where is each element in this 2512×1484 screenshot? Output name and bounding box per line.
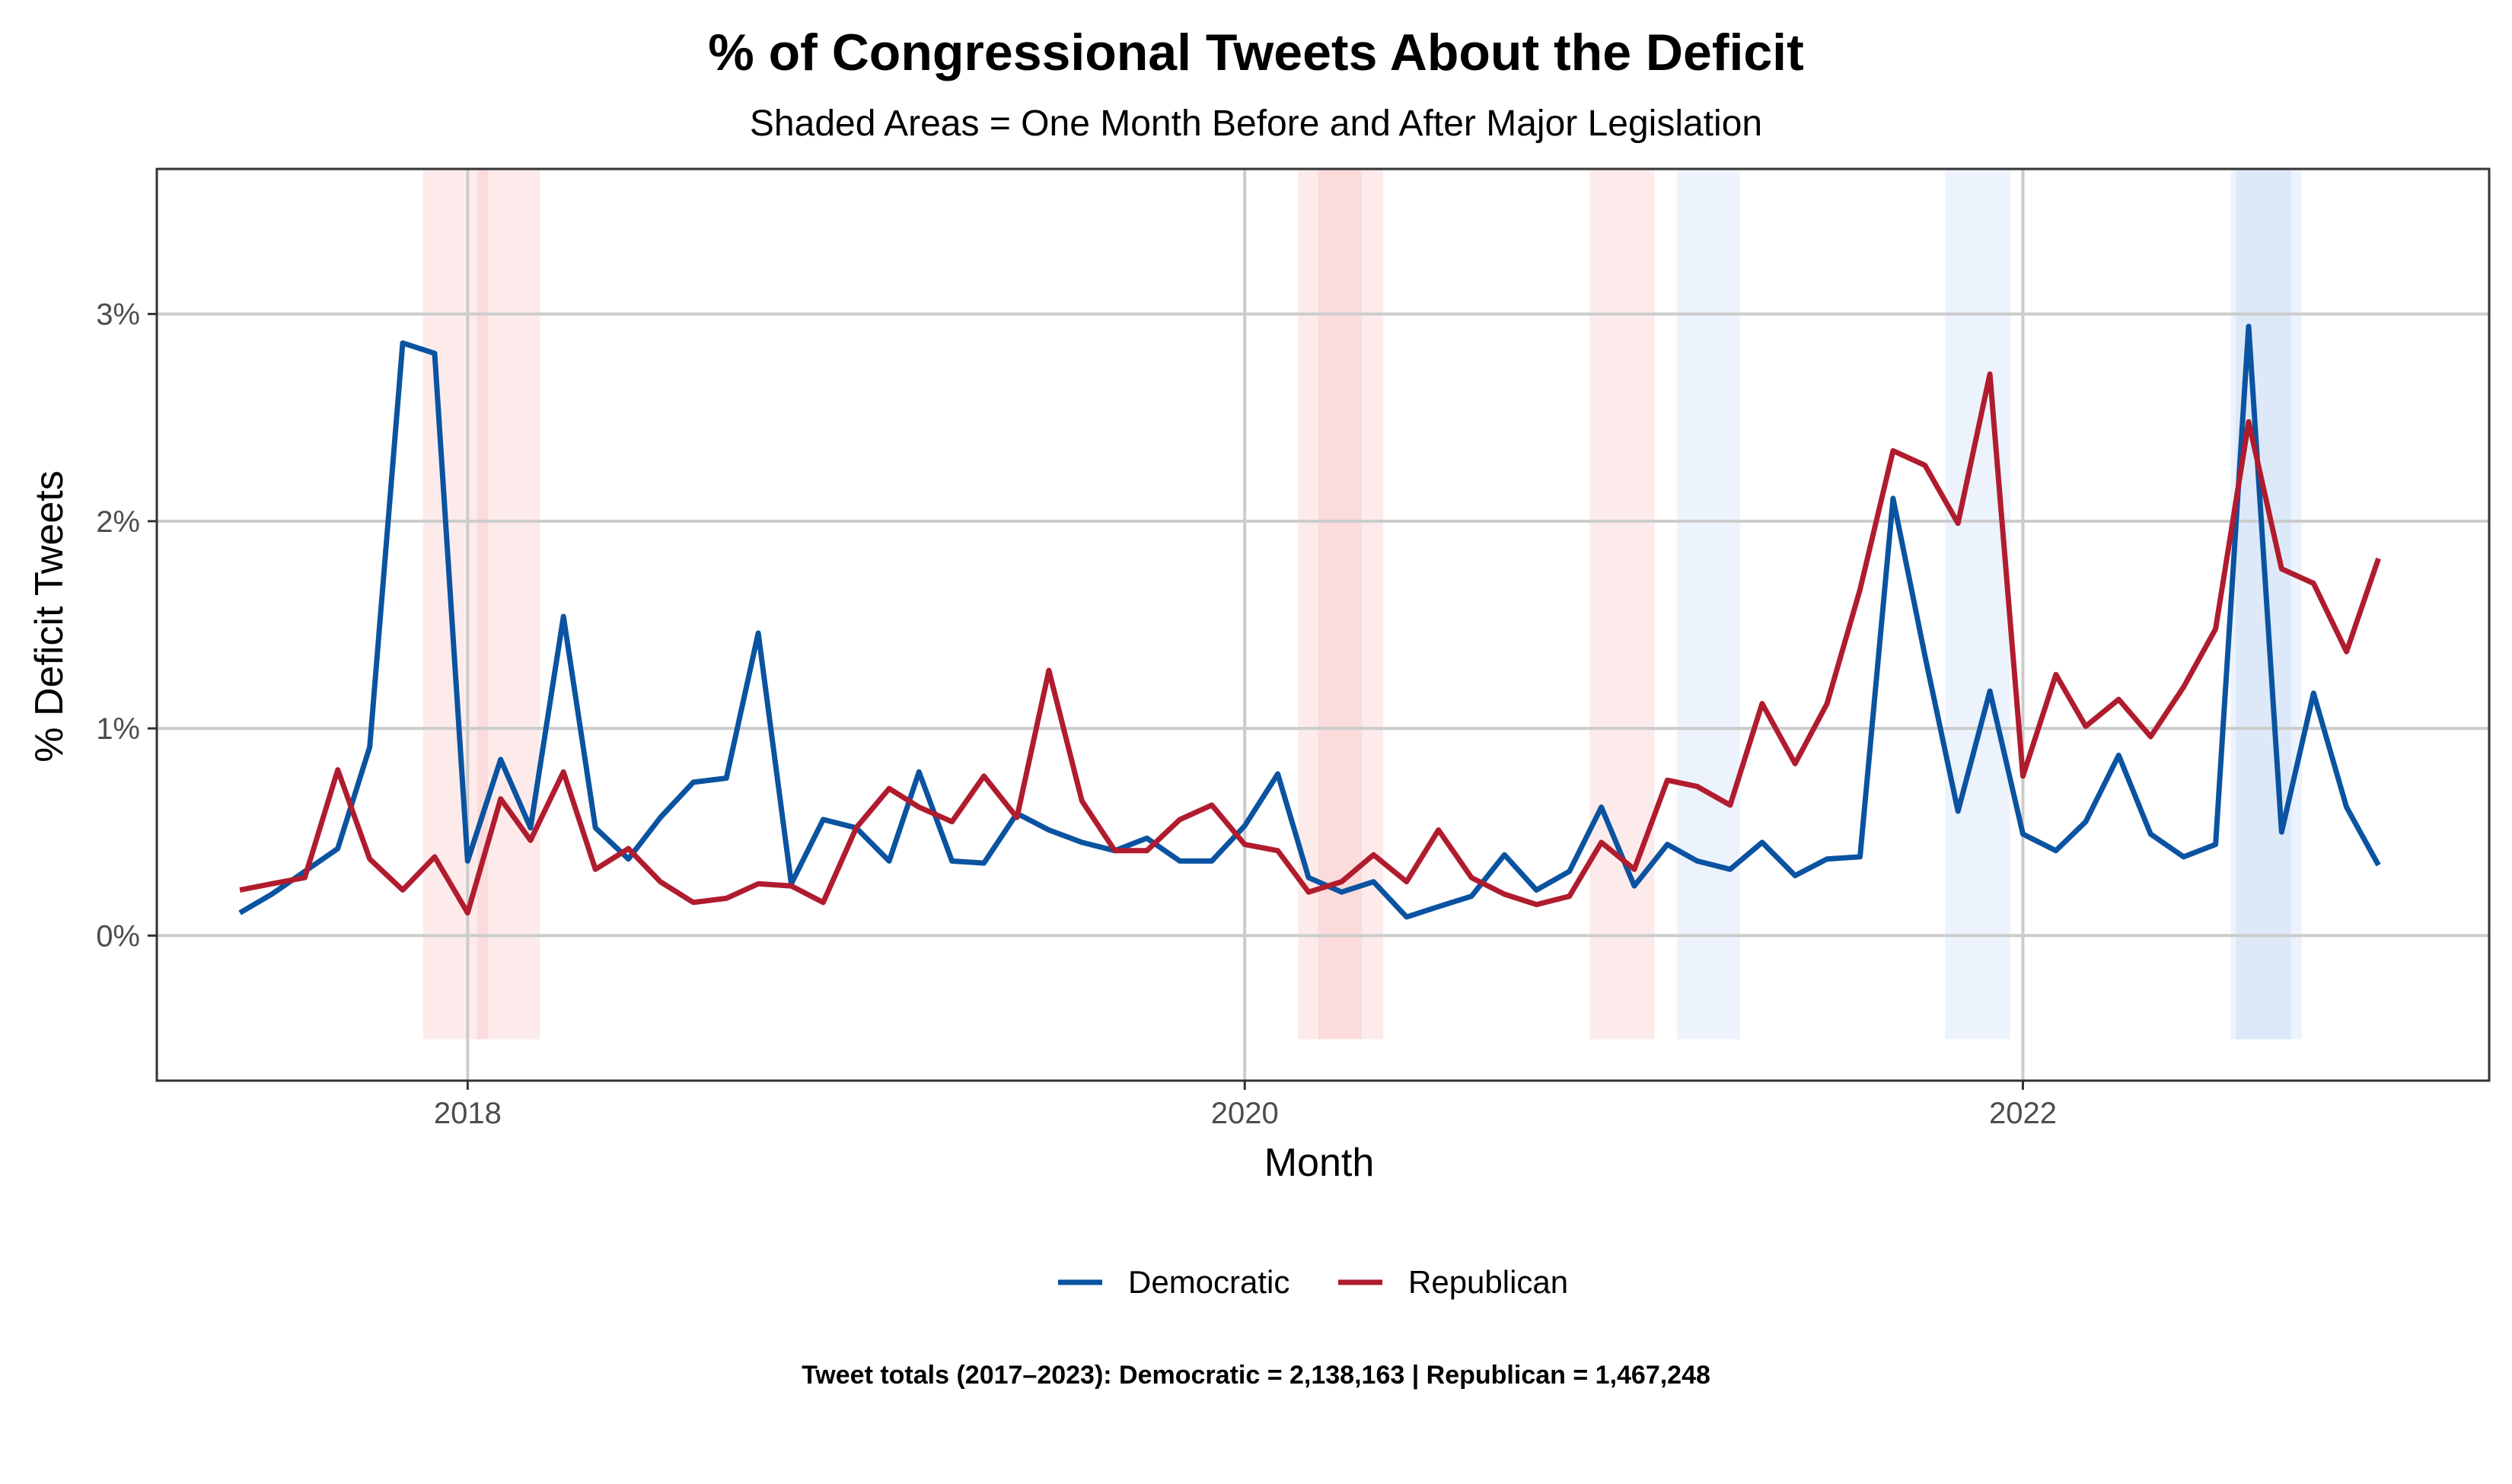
x-axis-title: Month	[1264, 1141, 1375, 1185]
legend: Democratic Republican	[1058, 1264, 1568, 1300]
tweet-totals-caption: Tweet totals (2017–2023): Democratic = 2…	[802, 1361, 1710, 1390]
x-tick-label: 2018	[434, 1097, 502, 1130]
plot-panel	[155, 167, 2491, 1082]
x-tick-label: 2022	[1989, 1097, 2057, 1130]
data-series	[238, 323, 2381, 920]
shaded-period	[1589, 169, 1655, 1040]
y-tick-label: 3%	[96, 298, 140, 332]
gridlines	[157, 169, 2489, 1081]
legend-label-republican: Republican	[1408, 1264, 1568, 1300]
series-line-republican	[239, 371, 2381, 916]
x-tick-label: 2020	[1211, 1097, 1279, 1130]
series-line-democratic	[238, 323, 2381, 920]
y-tick-label: 2%	[96, 505, 140, 539]
y-axis: 0% 1% 2% 3%	[96, 298, 157, 953]
shaded-period	[1676, 169, 1740, 1040]
shaded-period	[1318, 169, 1384, 1040]
shaded-period	[477, 169, 540, 1040]
legend-label-democratic: Democratic	[1128, 1264, 1289, 1300]
y-tick-label: 0%	[96, 919, 140, 953]
shaded-period	[1945, 169, 2010, 1040]
chart-title: % of Congressional Tweets About the Defi…	[708, 24, 1803, 81]
plot-background	[157, 169, 2489, 1081]
chart-subtitle: Shaded Areas = One Month Before and Afte…	[750, 103, 1762, 144]
plot-border	[155, 167, 2491, 1082]
y-axis-title: % Deficit Tweets	[27, 470, 72, 762]
x-axis: 2018 2020 2022	[434, 1081, 2057, 1130]
y-tick-label: 1%	[96, 712, 140, 746]
